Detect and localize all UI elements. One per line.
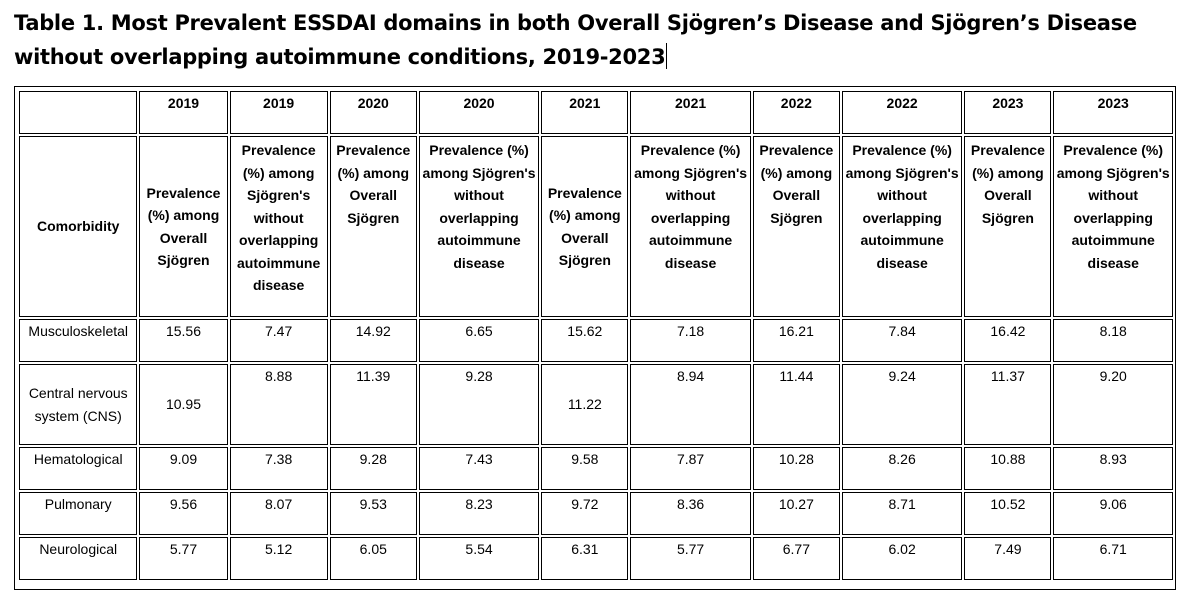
table-cell: 8.88 (229, 364, 328, 445)
year-header: 2019 (229, 91, 328, 134)
row-label: Musculoskeletal (19, 319, 138, 362)
row-label: Hematological (19, 447, 138, 490)
year-header: 2021 (630, 91, 751, 134)
comorbidity-header: Comorbidity (19, 136, 138, 317)
year-header: 2019 (139, 91, 228, 134)
table-cell: 7.84 (841, 319, 963, 362)
prevalence-table: 2019 2019 2020 2020 2021 2021 2022 2022 … (17, 89, 1175, 582)
table-cell: 11.37 (964, 364, 1052, 445)
table-cell: 9.58 (541, 447, 629, 490)
year-header: 2020 (418, 91, 540, 134)
table-cell: 8.26 (841, 447, 963, 490)
without-overlap-prevalence-header: Prevalence (%) among Sjögren's without o… (841, 136, 963, 317)
row-label: Pulmonary (19, 492, 138, 535)
table-cell: 9.72 (541, 492, 629, 535)
table-cell: 11.22 (541, 364, 629, 445)
overall-prevalence-header: Prevalence (%) among Overall Sjögren (329, 136, 417, 317)
table-cell: 7.38 (229, 447, 328, 490)
table-cell: 5.77 (630, 537, 751, 580)
row-label: Central nervous system (CNS) (19, 364, 138, 445)
year-header: 2020 (329, 91, 417, 134)
table-cell: 6.71 (1053, 537, 1173, 580)
table-row-neurological: Neurological 5.77 5.12 6.05 5.54 6.31 5.… (19, 537, 1173, 580)
measure-header-row: Comorbidity Prevalence (%) among Overall… (19, 136, 1173, 317)
table-cell: 7.47 (229, 319, 328, 362)
table-cell: 6.65 (418, 319, 540, 362)
table-cell: 10.88 (964, 447, 1052, 490)
overall-prevalence-header: Prevalence (%) among Overall Sjögren (752, 136, 840, 317)
year-header: 2022 (752, 91, 840, 134)
table-cell: 9.20 (1053, 364, 1173, 445)
table-cell: 16.42 (964, 319, 1052, 362)
without-overlap-prevalence-header: Prevalence (%) among Sjögren's without o… (1053, 136, 1173, 317)
table-cell: 8.36 (630, 492, 751, 535)
table-row-pulmonary: Pulmonary 9.56 8.07 9.53 8.23 9.72 8.36 … (19, 492, 1173, 535)
table-cell: 10.52 (964, 492, 1052, 535)
table-cell: 7.18 (630, 319, 751, 362)
table-cell: 6.77 (752, 537, 840, 580)
table-cell: 15.62 (541, 319, 629, 362)
row-label: Neurological (19, 537, 138, 580)
table-cell: 5.77 (139, 537, 228, 580)
table-cell: 7.49 (964, 537, 1052, 580)
table-cell: 9.06 (1053, 492, 1173, 535)
table-cell: 9.56 (139, 492, 228, 535)
table-cell: 7.43 (418, 447, 540, 490)
table-cell: 6.02 (841, 537, 963, 580)
table-cell: 15.56 (139, 319, 228, 362)
table-cell: 5.54 (418, 537, 540, 580)
without-overlap-prevalence-header: Prevalence (%) among Sjögren's without o… (418, 136, 540, 317)
without-overlap-prevalence-header: Prevalence (%) among Sjögren's without o… (630, 136, 751, 317)
table-cell: 8.71 (841, 492, 963, 535)
table-title: Table 1. Most Prevalent ESSDAI domains i… (14, 6, 1174, 74)
overall-prevalence-header: Prevalence (%) among Overall Sjögren (964, 136, 1052, 317)
table-cell: 6.31 (541, 537, 629, 580)
table-cell: 9.28 (418, 364, 540, 445)
table-cell: 10.27 (752, 492, 840, 535)
table-cell: 10.95 (139, 364, 228, 445)
year-header: 2023 (1053, 91, 1173, 134)
table-cell: 5.12 (229, 537, 328, 580)
table-row-musculoskeletal: Musculoskeletal 15.56 7.47 14.92 6.65 15… (19, 319, 1173, 362)
overall-prevalence-header: Prevalence (%) among Overall Sjögren (541, 136, 629, 317)
table-row-hematological: Hematological 9.09 7.38 9.28 7.43 9.58 7… (19, 447, 1173, 490)
table-cell: 7.87 (630, 447, 751, 490)
table-cell: 9.09 (139, 447, 228, 490)
table-cell: 8.07 (229, 492, 328, 535)
table-cell: 11.39 (329, 364, 417, 445)
table-cell: 9.28 (329, 447, 417, 490)
table-cell: 8.18 (1053, 319, 1173, 362)
table-title-text: Table 1. Most Prevalent ESSDAI domains i… (14, 11, 1137, 69)
table-row-cns: Central nervous system (CNS) 10.95 8.88 … (19, 364, 1173, 445)
table-cell: 11.44 (752, 364, 840, 445)
year-header-row: 2019 2019 2020 2020 2021 2021 2022 2022 … (19, 91, 1173, 134)
overall-prevalence-header: Prevalence (%) among Overall Sjögren (139, 136, 228, 317)
table-cell: 8.94 (630, 364, 751, 445)
table-cell: 8.93 (1053, 447, 1173, 490)
corner-cell (19, 91, 138, 134)
year-header: 2022 (841, 91, 963, 134)
table-cell: 9.53 (329, 492, 417, 535)
table-cell: 16.21 (752, 319, 840, 362)
year-header: 2023 (964, 91, 1052, 134)
table-frame: 2019 2019 2020 2020 2021 2021 2022 2022 … (14, 86, 1176, 590)
table-cell: 14.92 (329, 319, 417, 362)
table-cell: 6.05 (329, 537, 417, 580)
year-header: 2021 (541, 91, 629, 134)
table-cell: 8.23 (418, 492, 540, 535)
table-cell: 10.28 (752, 447, 840, 490)
without-overlap-prevalence-header: Prevalence (%) among Sjögren's without o… (229, 136, 328, 317)
text-cursor (666, 43, 668, 69)
table-cell: 9.24 (841, 364, 963, 445)
